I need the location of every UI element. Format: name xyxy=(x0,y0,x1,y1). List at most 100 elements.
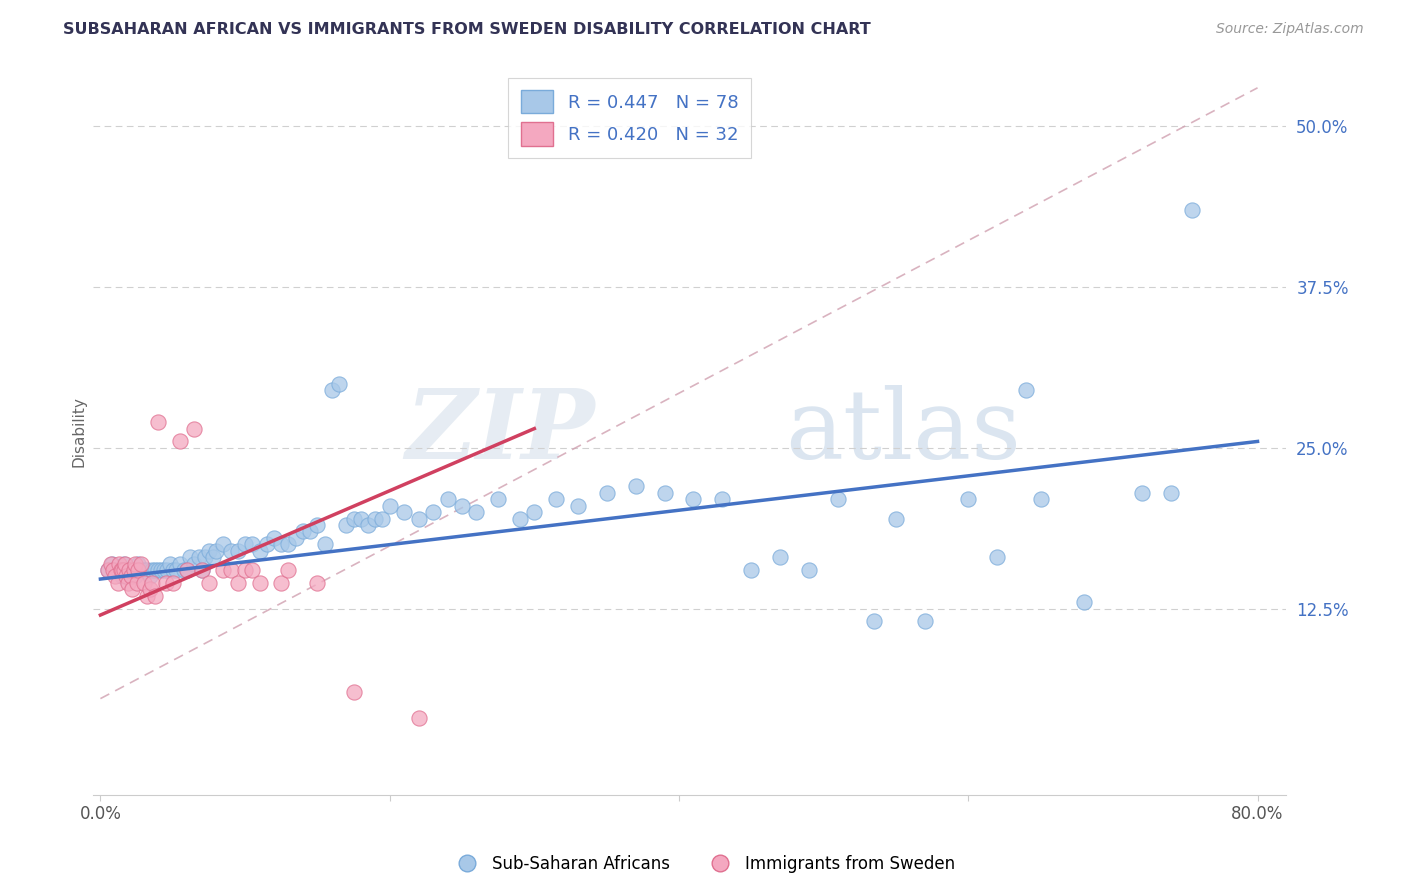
Point xyxy=(124,569,146,583)
Point xyxy=(121,563,143,577)
Point xyxy=(357,518,380,533)
Point xyxy=(212,563,235,577)
Point xyxy=(145,589,167,603)
Point xyxy=(226,575,249,590)
Point xyxy=(335,518,357,533)
Point xyxy=(205,543,228,558)
Point xyxy=(307,518,329,533)
Point xyxy=(1130,486,1153,500)
Point xyxy=(121,582,143,597)
Point xyxy=(682,492,704,507)
Point xyxy=(465,505,488,519)
Point xyxy=(1029,492,1052,507)
Point xyxy=(129,557,152,571)
Point xyxy=(219,543,242,558)
Point xyxy=(107,575,129,590)
Point xyxy=(135,589,157,603)
Point xyxy=(408,511,430,525)
Point xyxy=(299,524,322,539)
Point xyxy=(148,415,170,429)
Point xyxy=(176,563,198,577)
Point xyxy=(769,550,792,565)
Point xyxy=(202,550,225,565)
Point xyxy=(120,569,142,583)
Point xyxy=(567,499,589,513)
Point xyxy=(159,557,181,571)
Point xyxy=(193,550,215,565)
Point xyxy=(263,531,285,545)
Point xyxy=(986,550,1008,565)
Legend: Sub-Saharan Africans, Immigrants from Sweden: Sub-Saharan Africans, Immigrants from Sw… xyxy=(444,848,962,880)
Point xyxy=(863,615,886,629)
Point xyxy=(110,563,132,577)
Point xyxy=(378,499,401,513)
Point xyxy=(371,511,394,525)
Point xyxy=(127,563,149,577)
Point xyxy=(291,524,314,539)
Point xyxy=(392,505,415,519)
Point xyxy=(114,557,136,571)
Point xyxy=(284,531,307,545)
Point xyxy=(187,550,209,565)
Point xyxy=(97,563,120,577)
Point xyxy=(451,499,474,513)
Point xyxy=(111,569,134,583)
Point xyxy=(1073,595,1095,609)
Point xyxy=(173,563,195,577)
Point xyxy=(150,563,173,577)
Point xyxy=(108,557,131,571)
Point xyxy=(156,563,179,577)
Point xyxy=(190,563,212,577)
Point xyxy=(138,582,160,597)
Point xyxy=(107,563,129,577)
Point xyxy=(1181,202,1204,217)
Point xyxy=(141,575,163,590)
Point xyxy=(127,557,149,571)
Point xyxy=(342,511,364,525)
Point xyxy=(240,563,263,577)
Point xyxy=(219,563,242,577)
Point xyxy=(104,569,127,583)
Point xyxy=(162,575,184,590)
Point xyxy=(314,537,336,551)
Point xyxy=(118,563,141,577)
Point xyxy=(321,383,343,397)
Point xyxy=(212,537,235,551)
Point xyxy=(422,505,444,519)
Point xyxy=(595,486,617,500)
Point xyxy=(179,550,201,565)
Point xyxy=(277,563,299,577)
Point xyxy=(364,511,387,525)
Point xyxy=(711,492,734,507)
Point xyxy=(115,563,138,577)
Point xyxy=(165,563,187,577)
Point xyxy=(523,505,546,519)
Point xyxy=(117,575,139,590)
Point xyxy=(145,563,167,577)
Point xyxy=(249,575,271,590)
Point xyxy=(1015,383,1038,397)
Point xyxy=(436,492,458,507)
Point xyxy=(110,563,132,577)
Legend: R = 0.447   N = 78, R = 0.420   N = 32: R = 0.447 N = 78, R = 0.420 N = 32 xyxy=(508,78,751,158)
Text: Source: ZipAtlas.com: Source: ZipAtlas.com xyxy=(1216,22,1364,37)
Point xyxy=(486,492,509,507)
Point xyxy=(132,563,155,577)
Point xyxy=(176,563,198,577)
Point xyxy=(190,563,212,577)
Point xyxy=(162,563,184,577)
Point xyxy=(240,537,263,551)
Point xyxy=(270,575,292,590)
Point xyxy=(350,511,373,525)
Y-axis label: Disability: Disability xyxy=(72,396,86,467)
Point xyxy=(125,563,148,577)
Point xyxy=(125,575,148,590)
Point xyxy=(111,563,134,577)
Point xyxy=(124,557,146,571)
Point xyxy=(307,575,329,590)
Point xyxy=(169,434,191,449)
Point xyxy=(100,557,122,571)
Point xyxy=(155,575,177,590)
Point xyxy=(148,563,170,577)
Point xyxy=(169,557,191,571)
